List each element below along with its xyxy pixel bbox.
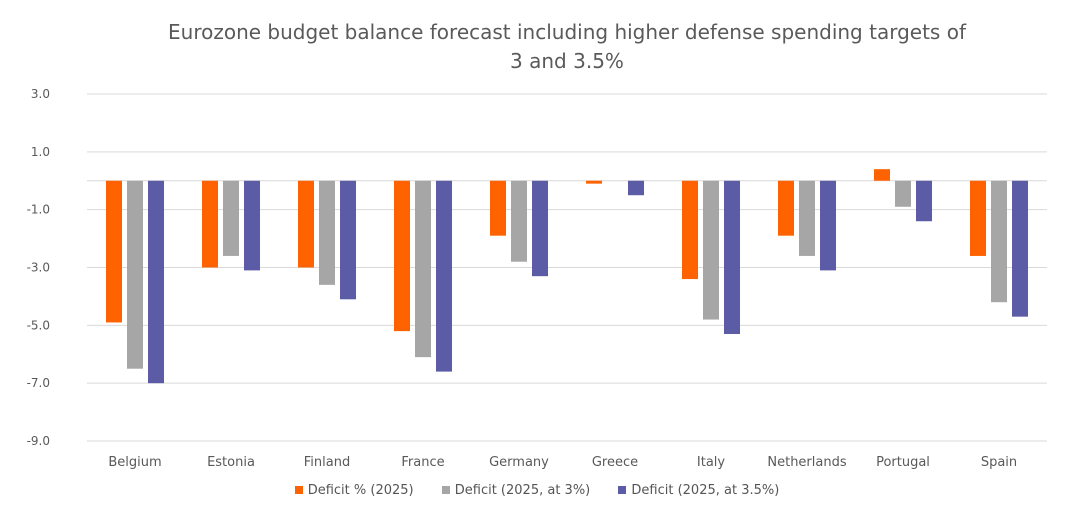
bar — [511, 180, 527, 262]
bar — [148, 180, 164, 384]
bar — [223, 180, 239, 256]
legend-swatch-purple — [618, 486, 627, 494]
legend: Deficit % (2025) Deficit (2025, at 3%) D… — [0, 483, 1074, 498]
y-tick-label: -5.0 — [27, 318, 50, 332]
bar — [415, 180, 431, 358]
bar — [586, 180, 602, 184]
bar — [703, 180, 719, 320]
bar — [682, 180, 698, 280]
legend-swatch-grey — [441, 486, 450, 494]
bar — [298, 180, 314, 268]
x-tick-label: Estonia — [207, 455, 255, 470]
bar — [1012, 180, 1028, 317]
chart-title: Eurozone budget balance forecast includi… — [87, 18, 1047, 76]
bar — [490, 180, 506, 236]
bar — [820, 180, 836, 271]
legend-label: Deficit % (2025) — [307, 483, 414, 498]
bar — [874, 169, 890, 181]
legend-label: Deficit (2025, at 3%) — [454, 483, 591, 498]
legend-label: Deficit (2025, at 3.5%) — [631, 483, 780, 498]
y-tick-label: -7.0 — [27, 376, 50, 390]
bar — [799, 180, 815, 256]
x-tick-label: Netherlands — [767, 455, 846, 470]
bar — [532, 180, 548, 277]
legend-item-deficit-3-5pct: Deficit (2025, at 3.5%) — [618, 483, 779, 498]
bar — [628, 180, 644, 196]
x-tick-label: Spain — [981, 455, 1017, 470]
bar — [394, 180, 410, 332]
bar — [340, 180, 356, 300]
x-tick-label: France — [401, 455, 444, 470]
bar — [319, 180, 335, 285]
bar — [106, 180, 122, 323]
bar — [895, 180, 911, 207]
x-tick-label: Italy — [697, 455, 726, 470]
bar — [991, 180, 1007, 303]
x-tick-label: Germany — [489, 455, 549, 470]
y-tick-label: -3.0 — [27, 261, 50, 275]
legend-item-deficit-2025: Deficit % (2025) — [294, 483, 414, 498]
y-tick-label: 3.0 — [31, 87, 50, 101]
bar — [970, 180, 986, 256]
bar — [202, 180, 218, 268]
bar — [436, 180, 452, 372]
legend-swatch-orange — [294, 486, 303, 494]
bar — [778, 180, 794, 236]
y-tick-label: -9.0 — [27, 434, 50, 448]
bar — [244, 180, 260, 271]
bar — [916, 180, 932, 222]
x-tick-label: Portugal — [876, 455, 930, 470]
bar — [127, 180, 143, 369]
y-tick-label: 1.0 — [31, 145, 50, 159]
y-tick-label: -1.0 — [27, 203, 50, 217]
x-tick-label: Belgium — [108, 455, 161, 470]
legend-item-deficit-3pct: Deficit (2025, at 3%) — [441, 483, 591, 498]
chart-title-line-1: Eurozone budget balance forecast includi… — [168, 20, 966, 44]
bar — [724, 180, 740, 335]
x-tick-label: Greece — [592, 455, 638, 470]
x-tick-label: Finland — [304, 455, 350, 470]
chart-title-line-2: 3 and 3.5% — [510, 49, 624, 73]
